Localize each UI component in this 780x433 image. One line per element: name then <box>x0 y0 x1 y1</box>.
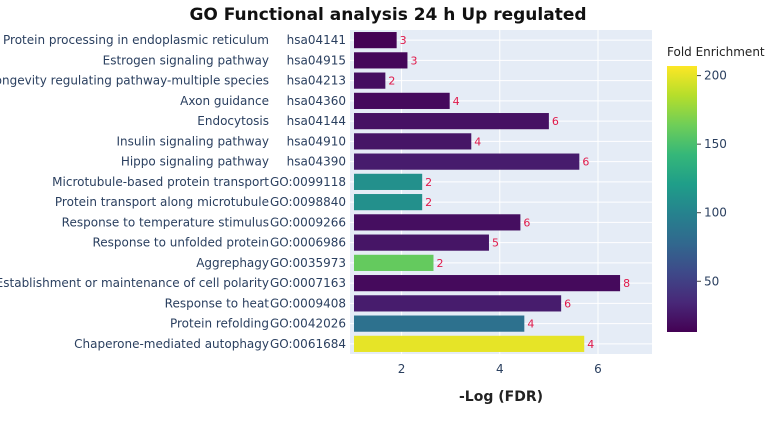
category-term-label: Protein processing in endoplasmic reticu… <box>3 33 269 47</box>
bar <box>354 254 434 271</box>
bar-count-label: 2 <box>425 176 432 189</box>
colorbar-tick-label: 50 <box>704 274 719 288</box>
bar-count-label: 5 <box>492 237 499 250</box>
bar-count-label: 2 <box>425 196 432 209</box>
bar <box>354 72 386 89</box>
category-term-label: Hippo signaling pathway <box>121 155 269 169</box>
bar-count-label: 6 <box>582 156 589 169</box>
category-term-label: Aggrephagy <box>196 256 269 270</box>
category-term-label: Chaperone-mediated autophagy <box>74 337 269 351</box>
x-tick-label: 6 <box>594 362 602 376</box>
bar <box>354 113 549 130</box>
category-term-label: Response to unfolded protein <box>92 236 269 250</box>
category-id-label: hsa04141 <box>287 33 346 47</box>
bar <box>354 32 397 49</box>
bar <box>354 214 521 231</box>
category-term-label: Estrogen signaling pathway <box>103 53 269 67</box>
bar <box>354 194 423 211</box>
bar-count-label: 2 <box>388 75 395 88</box>
bar <box>354 335 585 352</box>
colorbar-tick-label: 150 <box>704 137 727 151</box>
category-id-label: GO:0035973 <box>270 256 346 270</box>
category-id-label: hsa04390 <box>287 155 346 169</box>
category-id-label: GO:0007163 <box>270 276 346 290</box>
category-term-label: Longevity regulating pathway-multiple sp… <box>0 74 269 88</box>
category-term-label: Microtubule-based protein transport <box>52 175 269 189</box>
colorbar-tick-label: 100 <box>704 206 727 220</box>
category-term-label: Insulin signaling pathway <box>116 134 269 148</box>
category-id-label: GO:0006986 <box>270 236 346 250</box>
bar <box>354 52 408 69</box>
bar-count-label: 3 <box>410 54 417 67</box>
category-id-label: GO:0009266 <box>270 215 346 229</box>
colorbar-gradient <box>667 66 697 332</box>
bar <box>354 234 489 251</box>
category-term-label: Protein refolding <box>170 317 269 331</box>
bar-count-label: 4 <box>527 318 534 331</box>
category-id-label: GO:0099118 <box>270 175 346 189</box>
x-tick-label: 2 <box>398 362 406 376</box>
bar <box>354 133 472 150</box>
bar <box>354 315 525 332</box>
x-axis-title: -Log (FDR) <box>459 389 543 405</box>
chart-title: GO Functional analysis 24 h Up regulated <box>189 5 586 25</box>
bar <box>354 275 621 292</box>
category-term-label: Response to temperature stimulus <box>62 215 269 229</box>
colorbar-tick-label: 200 <box>704 69 727 83</box>
bar <box>354 153 580 170</box>
bar-count-label: 4 <box>587 338 594 351</box>
bar-count-label: 4 <box>474 135 481 148</box>
category-id-label: GO:0042026 <box>270 317 346 331</box>
category-term-label: Response to heat <box>165 296 270 310</box>
category-id-label: hsa04144 <box>287 114 346 128</box>
colorbar-title: Fold Enrichment <box>667 45 765 59</box>
colorbar: Fold Enrichment 50 100 150 200 <box>667 45 765 332</box>
category-term-label: Endocytosis <box>197 114 269 128</box>
category-labels: hsa04141 Protein processing in endoplasmi… <box>0 33 346 351</box>
data-labels: 33 2 4 6 4 6 2 2 6 5 2 8 6 4 4 <box>388 34 630 351</box>
x-axis-ticks: 2 4 6 <box>398 362 602 376</box>
bar-count-label: 6 <box>523 216 530 229</box>
bar-count-label: 3 <box>400 34 407 47</box>
category-id-label: GO:0061684 <box>270 337 346 351</box>
category-id-label: hsa04213 <box>287 74 346 88</box>
category-id-label: GO:0009408 <box>270 296 346 310</box>
category-term-label: Establishment or maintenance of cell pol… <box>0 276 269 290</box>
bar <box>354 92 450 109</box>
category-id-label: hsa04360 <box>287 94 346 108</box>
x-tick-label: 4 <box>496 362 504 376</box>
bar <box>354 295 562 312</box>
bar-count-label: 8 <box>623 277 630 290</box>
category-term-label: Protein transport along microtubule <box>55 195 269 209</box>
bar-count-label: 4 <box>453 95 460 108</box>
category-term-label: Axon guidance <box>180 94 269 108</box>
bar-count-label: 6 <box>564 297 571 310</box>
bar <box>354 173 423 190</box>
bar-count-label: 2 <box>436 257 443 270</box>
bar-count-label: 6 <box>552 115 559 128</box>
bars <box>354 32 621 352</box>
category-id-label: GO:0098840 <box>270 195 346 209</box>
category-id-label: hsa04910 <box>287 134 346 148</box>
category-id-label: hsa04915 <box>287 53 346 67</box>
